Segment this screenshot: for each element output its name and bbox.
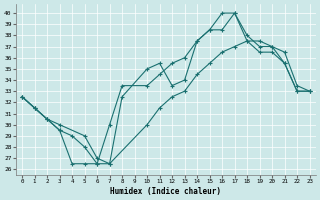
X-axis label: Humidex (Indice chaleur): Humidex (Indice chaleur) xyxy=(110,187,221,196)
